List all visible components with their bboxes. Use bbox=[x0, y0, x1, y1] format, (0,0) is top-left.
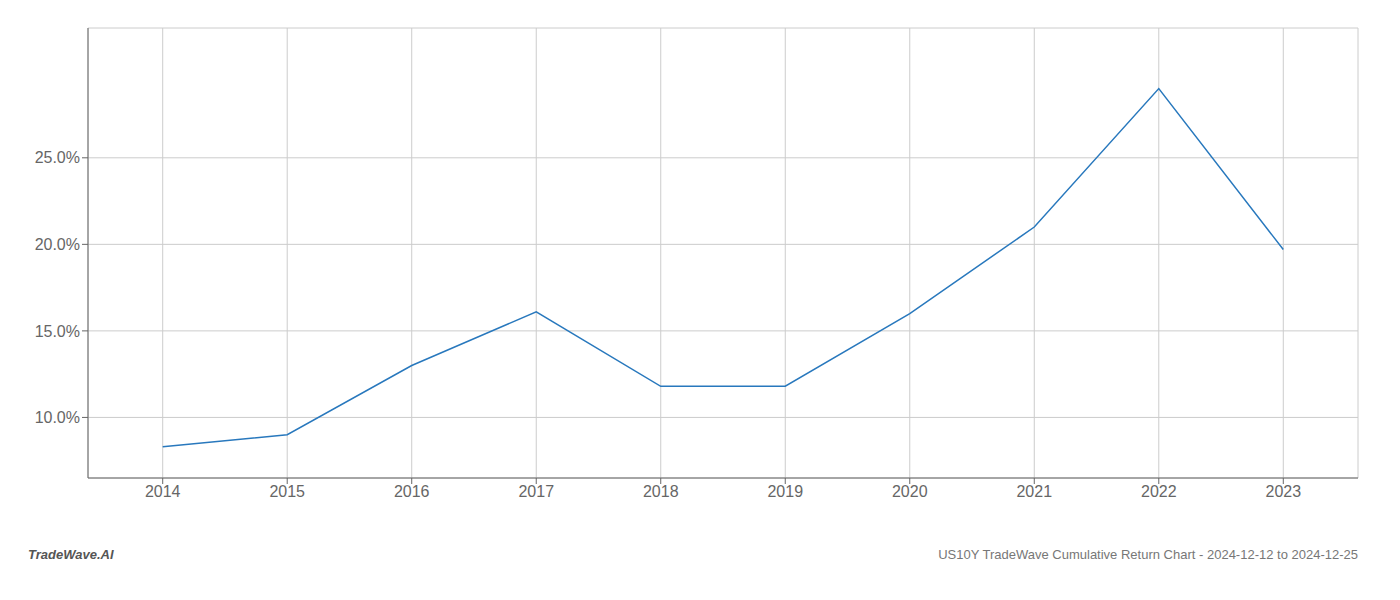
svg-text:2020: 2020 bbox=[892, 483, 928, 500]
svg-text:2016: 2016 bbox=[394, 483, 430, 500]
svg-text:25.0%: 25.0% bbox=[35, 149, 80, 166]
html-text:US10Y TradeWave Cumulative Ret: US10Y TradeWave Cumulative Return Chart … bbox=[938, 547, 1358, 562]
svg-text:2019: 2019 bbox=[767, 483, 803, 500]
svg-text:2023: 2023 bbox=[1265, 483, 1301, 500]
svg-text:2015: 2015 bbox=[269, 483, 305, 500]
svg-text:2018: 2018 bbox=[643, 483, 679, 500]
svg-text:2021: 2021 bbox=[1016, 483, 1052, 500]
svg-text:15.0%: 15.0% bbox=[35, 323, 80, 340]
svg-text:20.0%: 20.0% bbox=[35, 236, 80, 253]
svg-text:10.0%: 10.0% bbox=[35, 409, 80, 426]
html-text:TradeWave.AI: TradeWave.AI bbox=[28, 547, 114, 562]
svg-text:2017: 2017 bbox=[518, 483, 554, 500]
svg-text:2014: 2014 bbox=[145, 483, 181, 500]
svg-text:2022: 2022 bbox=[1141, 483, 1177, 500]
